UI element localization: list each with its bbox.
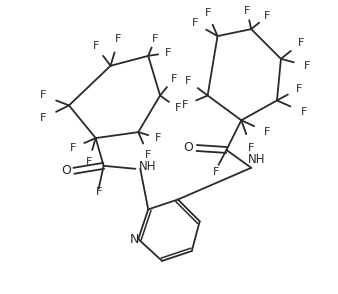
Text: F: F [264, 11, 270, 21]
Text: F: F [95, 187, 102, 197]
Text: F: F [182, 100, 188, 110]
Text: N: N [130, 233, 139, 245]
Text: F: F [40, 91, 46, 101]
Text: F: F [264, 127, 270, 137]
Text: F: F [93, 41, 99, 51]
Text: F: F [70, 143, 76, 153]
Text: F: F [192, 18, 198, 28]
Text: NH: NH [247, 153, 265, 166]
Text: F: F [304, 61, 310, 71]
Text: O: O [183, 141, 193, 154]
Text: F: F [152, 34, 158, 44]
Text: NH: NH [139, 160, 156, 173]
Text: F: F [244, 6, 250, 16]
Text: F: F [175, 103, 181, 113]
Text: F: F [213, 167, 220, 177]
Text: F: F [295, 83, 302, 93]
Text: F: F [86, 157, 92, 167]
Text: F: F [185, 76, 191, 86]
Text: F: F [300, 107, 307, 117]
Text: F: F [171, 74, 177, 84]
Text: F: F [145, 150, 151, 160]
Text: F: F [297, 38, 304, 48]
Text: F: F [248, 143, 255, 153]
Text: F: F [155, 133, 161, 143]
Text: F: F [165, 48, 171, 58]
Text: F: F [40, 113, 46, 123]
Text: O: O [61, 164, 71, 177]
Text: F: F [204, 8, 211, 18]
Text: F: F [115, 34, 122, 44]
